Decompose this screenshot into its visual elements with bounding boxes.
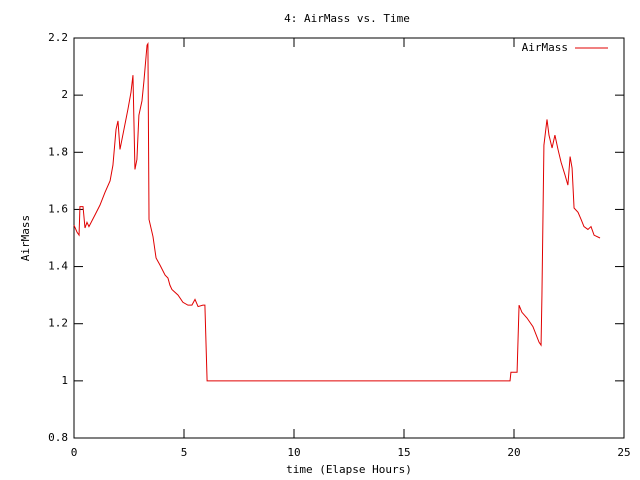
- chart-title: 4: AirMass vs. Time: [284, 12, 410, 25]
- y-tick-label: 1.2: [48, 317, 68, 330]
- y-tick-label: 2.2: [48, 31, 68, 44]
- x-tick-label: 10: [287, 446, 300, 459]
- plot-border: [73, 37, 625, 439]
- y-tick-label: 1.6: [48, 202, 68, 215]
- y-axis-label: AirMass: [19, 215, 32, 261]
- legend-label: AirMass: [522, 41, 568, 54]
- x-axis-label: time (Elapse Hours): [286, 463, 412, 476]
- y-tick-label: 0.8: [48, 431, 68, 444]
- y-tick-label: 2: [61, 88, 68, 101]
- x-tick-label: 15: [397, 446, 410, 459]
- series-line: [73, 41, 601, 382]
- x-tick-label: 20: [507, 446, 520, 459]
- y-tick-label: 1: [61, 374, 68, 387]
- x-tick-label: 5: [181, 446, 188, 459]
- y-tick-label: 1.4: [48, 260, 68, 273]
- y-tick-label: 1.8: [48, 145, 68, 158]
- x-tick-label: 0: [71, 446, 78, 459]
- x-tick-label: 25: [617, 446, 630, 459]
